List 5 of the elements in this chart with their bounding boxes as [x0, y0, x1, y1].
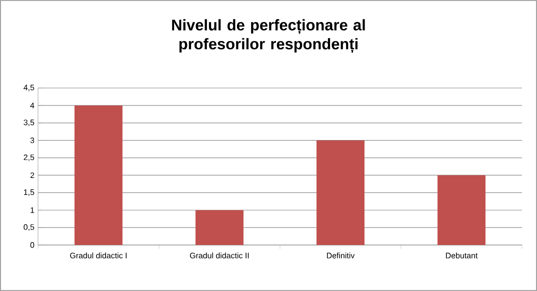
bar	[196, 210, 244, 245]
bar	[438, 175, 486, 245]
chart-title: Nivelul de perfecționare al profesorilor respondenți	[172, 19, 365, 53]
bar	[316, 140, 364, 245]
bar	[74, 105, 122, 245]
